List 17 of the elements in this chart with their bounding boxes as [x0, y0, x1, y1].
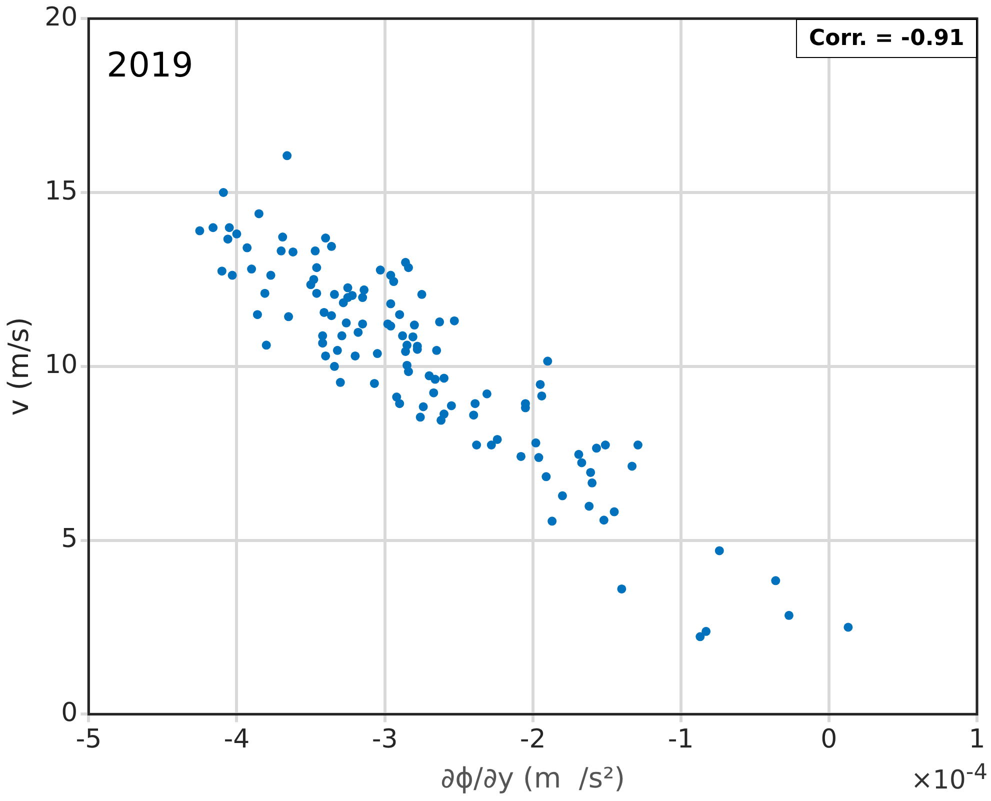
annotation: Corr. = -0.91: [796, 18, 978, 58]
y-tick-label: 15: [44, 176, 78, 206]
x-tick-label: -1: [668, 724, 694, 755]
text: ×10$^{-4}$: [911, 760, 988, 796]
y-tick-label: 10: [44, 350, 78, 380]
x-tick-label: -4: [224, 724, 250, 755]
y-tick-label: 0: [61, 698, 78, 728]
x-tick-label: -3: [372, 724, 398, 755]
y-axis-title: v (m/s): [2, 317, 36, 416]
x-tick-label: 0: [820, 724, 838, 755]
x-tick-label: 1: [968, 724, 986, 755]
x-tick-label: -5: [76, 724, 102, 755]
x-axis-title: ∂ϕ/∂y (m /s²): [440, 761, 626, 794]
text: 2019: [106, 45, 194, 86]
y-tick-label: 20: [44, 2, 78, 32]
y-tick-label: 5: [61, 524, 78, 554]
x-tick-label: -2: [520, 724, 546, 755]
